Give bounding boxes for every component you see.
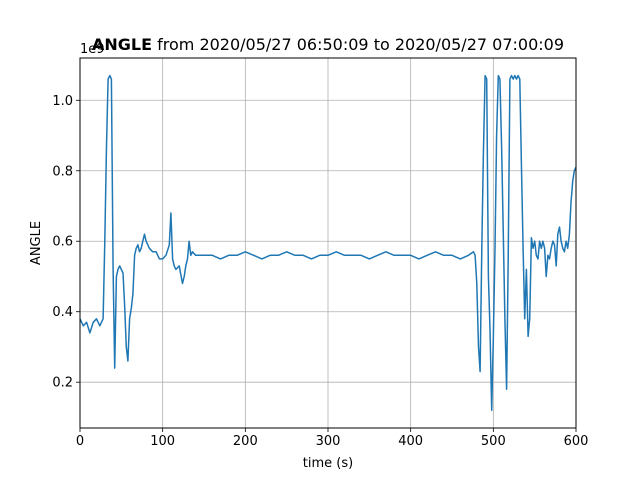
- y-tick-label: 0.8: [52, 164, 73, 179]
- y-tick-label: 0.4: [52, 305, 73, 320]
- chart-title: ANGLE from 2020/05/27 06:50:09 to 2020/0…: [92, 35, 564, 54]
- x-tick-label: 600: [564, 434, 589, 449]
- x-tick-label: 200: [233, 434, 258, 449]
- x-tick-label: 100: [150, 434, 175, 449]
- series-line: [79, 74, 577, 412]
- x-tick-label: 300: [316, 434, 341, 449]
- y-offset-text: 1e9: [80, 42, 105, 57]
- data-series: [79, 74, 577, 412]
- x-tick-label: 500: [481, 434, 506, 449]
- y-tick-label: 0.6: [52, 235, 73, 250]
- y-axis-ticks: 0.2 0.4 0.6 0.8 1.0: [52, 94, 80, 391]
- chart-title-rest: from 2020/05/27 06:50:09 to 2020/05/27 0…: [152, 35, 564, 54]
- x-tick-label: 0: [76, 434, 84, 449]
- chart-title-bold: ANGLE: [92, 35, 152, 54]
- x-axis-label: time (s): [303, 456, 353, 471]
- gridlines: [79, 58, 577, 428]
- x-tick-label: 400: [398, 434, 423, 449]
- x-axis-ticks: 0 100 200 300 400 500 600: [76, 428, 589, 449]
- y-tick-label: 1.0: [52, 94, 73, 109]
- y-tick-label: 0.2: [52, 376, 73, 391]
- y-axis-label: ANGLE: [29, 221, 44, 265]
